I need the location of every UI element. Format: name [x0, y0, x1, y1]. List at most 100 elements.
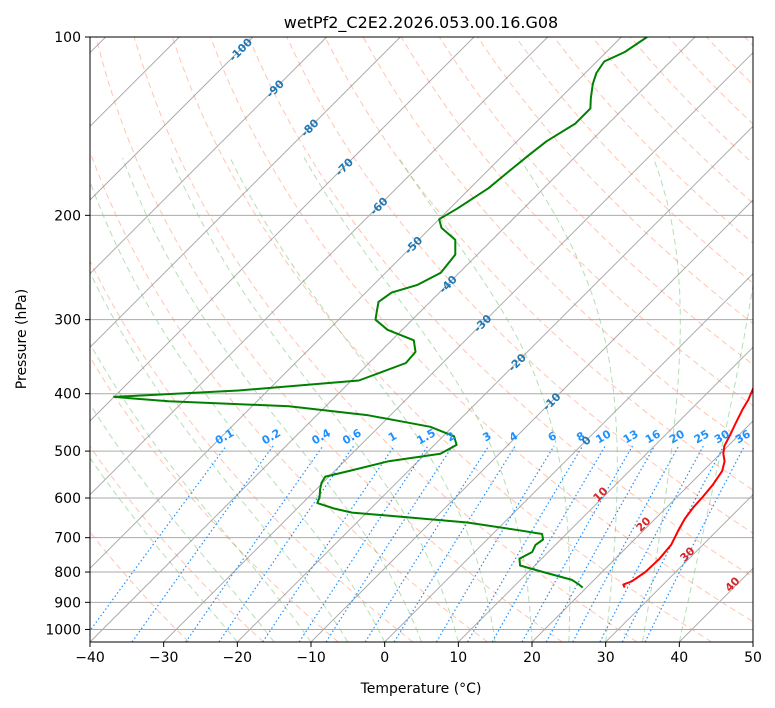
chart-title: wetPf2_C2E2.2026.053.00.16.G08: [284, 13, 558, 33]
mixing-ratio-label: 1.5: [414, 426, 437, 447]
y-tick-label: 600: [54, 491, 81, 507]
mixing-ratio-label: 1: [386, 429, 399, 444]
mixing-ratio-line: [466, 445, 584, 642]
x-tick-label: −30: [149, 650, 179, 666]
x-tick-label: 30: [597, 650, 615, 666]
isotherm-line: [605, 493, 753, 642]
mixing-ratio-line: [218, 445, 355, 642]
isotherm-label: 0: [579, 433, 594, 448]
mixing-ratio-label: 0.2: [260, 426, 283, 447]
y-axis-title: Pressure (hPa): [14, 289, 30, 389]
mixing-ratio-line: [572, 445, 680, 642]
y-tick-label: 100: [54, 30, 81, 46]
mixing-ratio-line: [545, 445, 656, 642]
y-tick-label: 400: [54, 387, 81, 403]
moist-adiabat-line: [122, 157, 422, 642]
isotherm-line: [90, 37, 328, 275]
dry-adiabat-label: 40: [723, 574, 743, 594]
dry-adiabat-line: [248, 37, 753, 578]
isotherm-label: -60: [367, 194, 390, 217]
dry-adiabat-line: [133, 37, 638, 642]
mixing-ratio-line: [521, 445, 634, 642]
y-tick-label: 800: [54, 565, 81, 581]
dry-adiabat-line: [324, 37, 753, 491]
mixing-ratio-label: 3: [480, 429, 493, 444]
isotherm-line: [90, 37, 475, 422]
dry-adiabat-label: 30: [678, 544, 698, 564]
dry-adiabat-line: [90, 356, 339, 642]
isotherm-line: [90, 37, 401, 349]
moist-adiabat-line: [229, 157, 496, 642]
moist-adiabat-line: [90, 180, 386, 642]
dry-adiabat-line: [95, 37, 563, 642]
dry-adiabat-line: [515, 37, 753, 284]
mixing-ratio-label: 16: [643, 427, 663, 446]
dry-adiabat-line: [286, 37, 753, 534]
dewpoint-line: [113, 37, 648, 589]
moist-adiabat-line: [90, 342, 312, 642]
mixing-ratio-line: [644, 445, 746, 642]
y-tick-label: 300: [54, 313, 81, 329]
moist-adiabat-line: [90, 457, 238, 642]
x-tick-label: −20: [223, 650, 253, 666]
mixing-ratio-line: [298, 445, 429, 642]
isotherm-line: [90, 37, 696, 642]
dry-adiabat-line: [90, 259, 414, 642]
isotherm-line: [310, 199, 753, 642]
background-lines: [90, 37, 753, 642]
isotherm-line: [90, 37, 254, 201]
mixing-ratio-label: 13: [621, 427, 641, 446]
mixing-ratio-line: [90, 445, 227, 632]
x-tick-label: −10: [296, 650, 326, 666]
mixing-ratio-label: 0.6: [340, 426, 364, 447]
isotherm-line: [236, 125, 753, 642]
moist-adiabat-line: [642, 157, 681, 642]
isotherm-label: -100: [226, 35, 255, 64]
isotherm-label: -50: [402, 234, 425, 257]
isotherm-line: [457, 346, 753, 642]
dry-adiabat-line: [706, 37, 753, 86]
x-tick-label: −40: [75, 650, 105, 666]
isotherm-line: [384, 272, 753, 642]
dry-adiabat-line: [210, 37, 753, 623]
line-labels: 0.1 0.2 0.4 0.6 1 1.5 2 3 4 6 8 10 13 16 20 25 30 36-100-…: [213, 35, 753, 595]
isotherm-label: -30: [471, 312, 494, 335]
isotherm-line: [90, 37, 622, 570]
axes: −40 −30 −20 −10 0 10 20 30 40 5010009008007006005…: [45, 30, 762, 666]
mixing-ratio-line: [262, 445, 395, 642]
mixing-ratio-label: 6: [546, 429, 559, 444]
mixing-ratio-label: 4: [507, 429, 520, 444]
y-tick-label: 900: [54, 595, 81, 611]
mixing-ratio-line: [131, 445, 274, 642]
dry-adiabat-line: [90, 150, 488, 642]
mixing-ratio-line: [621, 445, 725, 642]
isotherm-label: -80: [298, 116, 321, 139]
mixing-ratio-label: 36: [733, 427, 753, 446]
x-tick-label: 50: [744, 650, 762, 666]
dry-adiabat-line: [171, 37, 712, 642]
y-tick-label: 1000: [45, 622, 81, 638]
y-tick-label: 500: [54, 444, 81, 460]
moist-adiabat-line: [90, 271, 349, 642]
y-tick-label: 700: [54, 531, 81, 547]
mixing-ratio-line: [325, 445, 454, 642]
x-tick-label: 20: [523, 650, 541, 666]
mixing-ratio-line: [435, 445, 555, 642]
y-tick-label: 200: [54, 208, 81, 224]
x-tick-label: 0: [380, 650, 389, 666]
dry-adiabat-line: [744, 37, 753, 47]
plot-frame: [89, 36, 754, 643]
x-tick-label: 10: [449, 650, 467, 666]
isotherm-line: [163, 51, 753, 642]
mixing-ratio-label: 25: [692, 427, 712, 446]
isotherm-line: [752, 641, 753, 642]
temperature-line: [622, 386, 753, 589]
mixing-ratio-line: [364, 445, 490, 642]
moist-adiabat-line: [90, 403, 275, 642]
moist-adiabat-line: [398, 157, 571, 642]
dry-adiabat-line: [90, 445, 264, 642]
mixing-ratio-line: [393, 445, 516, 642]
dry-adiabat-label: 20: [634, 514, 654, 534]
isotherm-label: -90: [264, 77, 287, 100]
